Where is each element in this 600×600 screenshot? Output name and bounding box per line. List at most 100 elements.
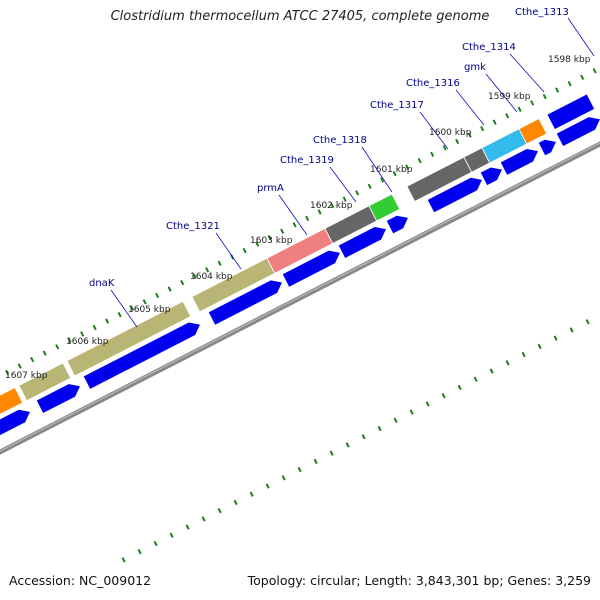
accession-text: Accession: NC_009012 [9,573,152,588]
scale-tick [392,170,397,177]
scale-label: 1605 kbp [128,305,171,315]
scale-tick [192,273,197,279]
gene-label: Cthe_1319 [280,155,334,166]
gene-leader-line [110,289,138,328]
scale-tick [292,222,297,228]
scale-tick [492,119,497,125]
inner-scale-tick [489,368,494,374]
inner-scale-tick [393,417,398,424]
scale-tick [92,324,97,331]
gene-label: Cthe_1314 [462,42,516,53]
scale-label: 1602 kbp [310,201,353,211]
inner-scale-tick [553,335,558,341]
cds-arrow [500,149,538,175]
inner-scale-tick [201,516,206,522]
gene-leader-line [455,89,485,126]
inner-scale-tick [345,442,350,448]
inner-scale-tick [265,483,270,489]
inner-scale-tick [457,384,462,391]
gene-leader-line [278,194,308,236]
scale-tick [280,228,285,234]
inner-scale-tick [121,557,126,563]
gene-leader-line [329,166,357,203]
scale-tick [380,177,385,183]
scale-tick [80,331,85,337]
scale-tick [5,369,10,376]
scale-tick [405,164,410,170]
scale-tick [417,158,422,164]
cds-arrow [208,280,282,325]
scale-tick [267,235,272,241]
scale-tick [567,81,572,87]
inner-scale-tick [153,540,158,547]
inner-scale-tick [441,393,446,399]
cds-arrow [83,322,200,389]
scale-tick [530,100,535,106]
gene-feature-bar [0,387,24,428]
inner-scale-tick [569,327,574,333]
inner-scale-tick [169,532,174,538]
inner-scale-tick [233,499,238,506]
gene-leader-line [509,53,545,93]
scale-tick [367,183,372,190]
gene-leader-line [567,17,595,57]
inner-scale-tick [137,549,142,555]
scale-label: 1607 kbp [5,371,48,381]
scale-tick [555,87,560,93]
gene-label: gmk [464,62,486,73]
cds-arrow [282,250,340,287]
scale-tick [217,260,222,267]
scale-tick [167,286,172,292]
gene-label: dnaK [89,278,115,289]
inner-scale-tick [313,458,318,465]
inner-scale-tick [505,360,510,366]
inner-scale-tick [249,491,254,497]
cds-arrow [538,139,556,156]
scale-tick [330,202,335,209]
gene-leader-line [485,73,518,113]
scale-label: 1606 kbp [66,337,109,347]
gene-label: prmA [257,183,284,194]
gene-feature-bar [546,93,596,131]
inner-scale-tick [377,425,382,432]
scale-label: 1604 kbp [190,272,233,282]
scale-tick [17,363,22,369]
inner-scale-tick [521,351,526,358]
scale-label: 1598 kbp [548,55,591,65]
gene-feature-bar [66,300,192,377]
scale-tick [505,113,510,119]
inner-scale-tick [585,319,590,325]
scale-tick [180,279,185,286]
genome-summary-text: Topology: circular; Length: 3,843,301 bp… [247,573,591,588]
scale-tick [142,299,147,305]
scale-tick [242,247,247,254]
inner-scale-tick [361,434,366,440]
scale-tick [55,344,60,350]
scale-tick [255,241,260,247]
scale-tick [30,356,35,363]
scale-tick [455,138,460,145]
map-title: Clostridium thermocellum ATCC 27405, com… [110,9,490,24]
scale-tick [117,312,122,318]
scale-tick [467,132,472,138]
cds-arrow [556,117,600,147]
gene-leader-line [215,232,242,270]
gene-leader-line [419,111,449,150]
scale-tick [317,209,322,215]
gene-feature-bar [368,193,401,222]
inner-scale-tick [425,401,430,407]
genome-backbone [0,141,600,455]
cds-arrow [36,384,80,413]
cds-arrow [480,167,502,186]
inner-scale-tick [297,466,302,473]
inner-scale-tick [185,524,190,530]
gene-leader-line [361,146,393,193]
scale-tick [542,93,547,100]
scale-tick [67,337,72,344]
scale-label: 1600 kbp [429,128,472,138]
inner-scale-tick [217,507,222,514]
scale-tick [105,318,110,324]
scale-tick [342,196,347,202]
